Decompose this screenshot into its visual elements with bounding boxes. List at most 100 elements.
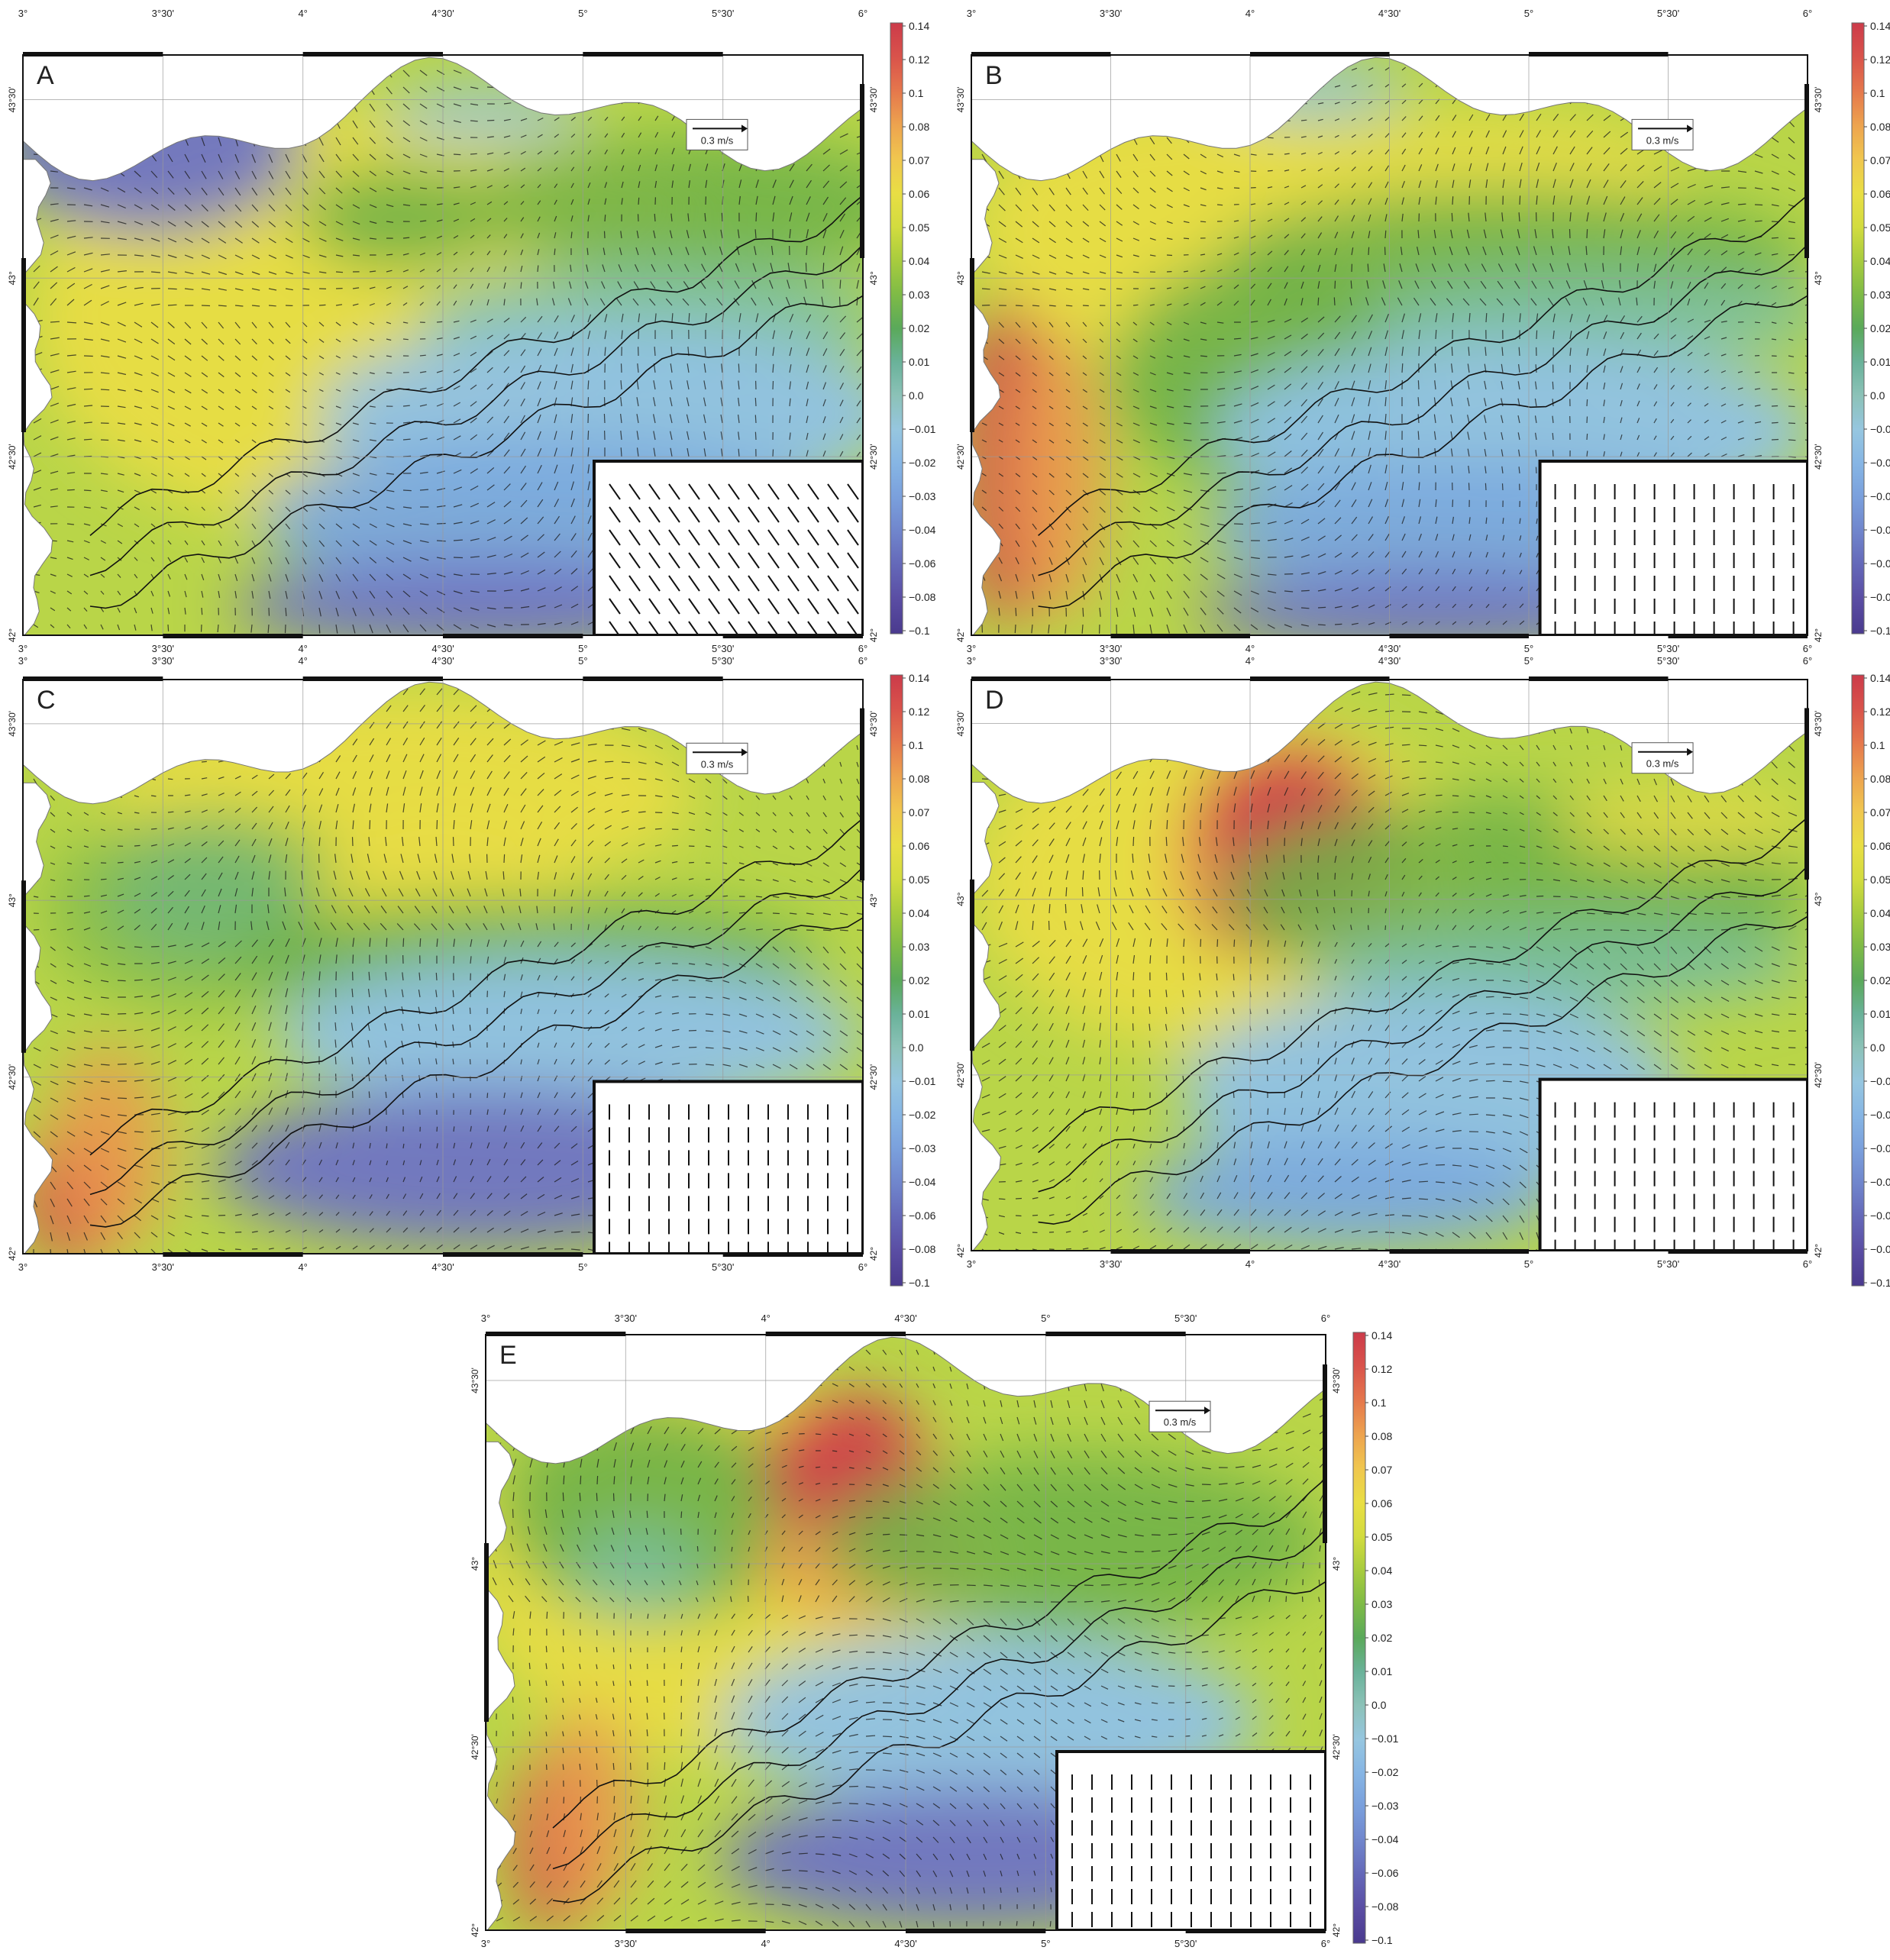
colorbar-label: −0.1 [1870,1277,1890,1289]
lon-tick-label-top: 4° [298,8,307,19]
colorbar-label: 0.1 [909,739,924,751]
land-west [971,159,1002,635]
colorbar-label: −0.02 [909,1109,936,1121]
land-west [23,159,53,635]
field-blob [1556,788,1808,857]
panel-label: A [37,61,54,90]
land-west [486,1441,516,1930]
panel-b: B 0.3 m/s 3° 3° 3°30' 3°30' 4° 4° 4°30' 4°30' 5° 5°… [955,8,1890,654]
lat-tick-label-left: 42°30' [470,1734,480,1760]
colorbar-label: 0.0 [1870,389,1885,402]
lon-tick-label-top: 5° [1524,8,1533,19]
lon-tick-label-bottom: 5°30' [1657,643,1679,654]
lon-tick-label-bottom: 4° [1245,643,1255,654]
land-north [971,680,1808,804]
colorbar-label: 0.04 [1870,255,1890,267]
colorbar-label: 0.1 [1870,739,1885,751]
lon-tick-label-bottom: 6° [858,643,867,654]
graticule [971,680,1808,1251]
colorbar-label: 0.06 [909,840,929,852]
map-content [971,55,1808,635]
border-segment-bottom [1110,634,1250,638]
lon-tick-label-bottom: 4° [298,1261,307,1273]
colorbar-label: 0.08 [1371,1430,1392,1442]
border-segment-top [583,52,723,57]
colorbar: 0.14 0.12 0.1 0.08 0.07 0.06 0.05 0.04 0.03 0.02 0… [890,672,936,1289]
lat-tick-label-right: 43°30' [1331,1367,1342,1393]
field-blob [1139,1136,1557,1251]
colorbar-label: −0.1 [1371,1934,1393,1946]
colorbar-label: 0.07 [1870,154,1890,166]
isobaths [89,818,863,1228]
lat-tick-label-left: 42° [7,628,18,642]
colorbar-label: 0.1 [1371,1397,1387,1409]
field-blob [300,165,502,270]
colorbar-strip [890,674,903,1287]
colorbar-label: 0.01 [909,1008,929,1020]
border-segment-top [1250,676,1390,681]
panel-label: E [499,1341,517,1370]
lat-tick-label-right: 43° [1813,892,1824,906]
panel-label: C [37,686,56,715]
colorbar-strip [1851,22,1865,634]
lat-tick-label-left: 42°30' [7,444,18,470]
colorbar-label: −0.06 [909,557,936,570]
panel-a: A 0.3 m/s 3° 3° 3°30' 3°30' 4° 4° 4°30' 4°30' 5° 5°… [7,8,936,654]
lon-tick-label-bottom: 5°30' [712,1261,734,1273]
border-segment-bottom [1668,1249,1808,1254]
colorbar-label: 0.08 [1870,121,1890,133]
lon-tick-label-bottom: 6° [1321,1938,1330,1949]
border-segment-top [1529,52,1669,57]
colorbar-strip [1352,1332,1366,1944]
land-north [486,1335,1326,1464]
isobath-line [552,1529,1326,1870]
scale-box [1149,1400,1211,1432]
isobaths [89,195,863,609]
border-segment-top [971,52,1111,57]
border-segment-bottom [443,634,583,638]
colorbar-label: 0.05 [909,221,929,234]
colorbar: 0.14 0.12 0.1 0.08 0.07 0.06 0.05 0.04 0.03 0.02 0… [890,20,936,637]
sea-field [23,55,863,635]
lon-tick-label-top: 4°30' [431,655,454,667]
lat-tick-label-left: 43° [955,892,966,906]
lon-tick-label-top: 6° [858,8,867,19]
border-segment-top [765,1332,906,1336]
border-segment-bottom [1668,634,1808,638]
border-segment-right [860,84,864,258]
lon-tick-label-bottom: 3°30' [152,1261,174,1273]
colorbar-label: 0.03 [1371,1598,1392,1610]
border-segment-bottom [163,634,303,638]
land-west [971,782,1002,1251]
colorbar-label: 0.05 [1870,221,1890,234]
lon-tick-label-bottom: 5° [578,1261,587,1273]
lon-tick-label-bottom: 5° [1524,643,1533,654]
colorbar: 0.14 0.12 0.1 0.08 0.07 0.06 0.05 0.04 0.03 0.02 0… [1352,1329,1399,1946]
border-segment-top [23,676,163,681]
colorbar-label: −0.08 [1371,1900,1399,1913]
colorbar-label: 0.0 [1371,1699,1387,1711]
border-segment-left [970,879,974,1051]
colorbar-label: 0.04 [909,907,929,919]
lon-tick-label-top: 3° [967,8,976,19]
lat-tick-label-right: 42° [1813,1244,1824,1258]
colorbar-label: −0.03 [909,490,936,502]
lat-tick-label-left: 42° [955,628,966,642]
colorbar-strip [890,22,903,634]
colorbar-label: 0.03 [909,289,929,301]
border-segment-bottom [1389,634,1529,638]
lon-tick-label-top: 4°30' [1378,8,1401,19]
border-segment-right [1323,1364,1327,1543]
colorbar-label: −0.04 [909,524,936,536]
lon-tick-label-bottom: 4° [298,643,307,654]
lat-tick-label-left: 43°30' [470,1367,480,1393]
panel-label: D [985,686,1004,715]
lon-tick-label-bottom: 6° [1803,643,1812,654]
lon-tick-label-top: 3° [967,655,976,667]
colorbar-label: 0.02 [1870,322,1890,334]
colorbar-label: 0.12 [1371,1363,1392,1375]
isobath-line [89,867,863,1196]
field-blob [1004,328,1106,618]
lon-tick-label-top: 4° [1245,655,1255,667]
